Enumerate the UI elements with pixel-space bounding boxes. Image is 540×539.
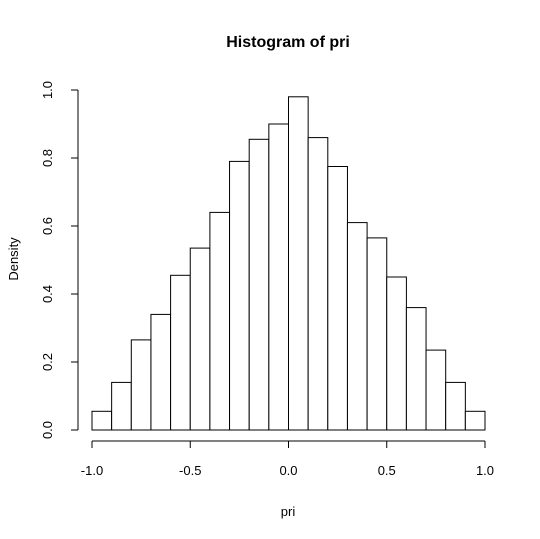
histogram-bar <box>209 211 231 431</box>
y-tick-label: 0.2 <box>40 353 55 371</box>
histogram-bar <box>248 138 270 431</box>
histogram-bar <box>464 410 486 431</box>
histogram-bar <box>346 222 368 431</box>
x-tick-label: 1.0 <box>476 463 494 478</box>
chart-title: Histogram of pri <box>226 34 350 51</box>
histogram-bar <box>268 123 290 431</box>
y-tick-label: 0.0 <box>40 421 55 439</box>
histogram-bar <box>405 307 427 431</box>
histogram-bar <box>170 274 191 431</box>
x-axis-label: pri <box>281 504 296 519</box>
histogram-bar <box>91 410 113 431</box>
histogram-bar <box>111 381 132 431</box>
histogram-bar <box>288 96 309 431</box>
y-axis-label: Density <box>6 237 21 281</box>
y-tick-label: 0.4 <box>40 285 55 303</box>
y-tick-label: 0.8 <box>40 149 55 167</box>
histogram-bar <box>150 313 172 431</box>
histogram-bar <box>307 137 329 431</box>
x-tick-label: -0.5 <box>179 463 201 478</box>
histogram-bar <box>445 381 466 431</box>
histogram-bar <box>386 276 407 431</box>
histogram-bar <box>130 339 152 431</box>
x-tick-label: -1.0 <box>81 463 103 478</box>
histogram-bar <box>366 237 388 431</box>
bars-group <box>91 96 486 431</box>
y-tick-label: 1.0 <box>40 81 55 99</box>
x-tick-label: 0.0 <box>279 463 297 478</box>
x-tick-label: 0.5 <box>378 463 396 478</box>
histogram-bar <box>425 349 447 431</box>
y-axis: 0.0 0.2 0.4 0.6 0.8 1.0 <box>40 81 79 439</box>
histogram-bar <box>229 160 250 431</box>
x-axis: -1.0 -0.5 0.0 0.5 1.0 <box>81 440 494 478</box>
histogram-bar <box>327 166 348 431</box>
histogram-bar <box>189 247 211 431</box>
y-tick-label: 0.6 <box>40 217 55 235</box>
